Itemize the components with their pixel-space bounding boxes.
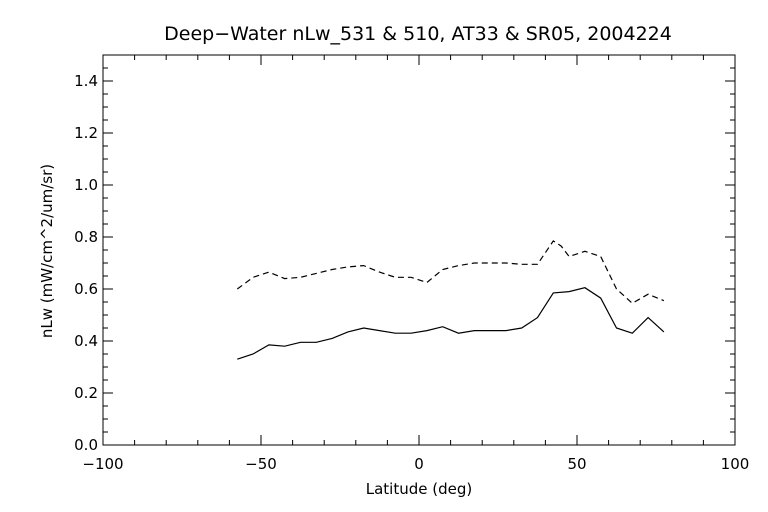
y-tick-label: 0.4 [74,332,98,350]
x-tick-label: 100 [721,455,750,473]
y-axis-label: nLw (mW/cm^2/um/sr) [38,164,56,338]
y-tick-label: 1.2 [74,124,98,142]
chart-title: Deep−Water nLw_531 & 510, AT33 & SR05, 2… [164,23,672,45]
data-series [236,240,665,360]
y-tick-label: 0.8 [74,228,98,246]
x-tick-label: −100 [82,455,123,473]
x-axis-label: Latitude (deg) [366,480,472,498]
y-tick-label: 0.2 [74,384,98,402]
y-tick-label: 0.0 [74,436,98,454]
y-tick-label: 1.4 [74,72,98,90]
axis-tick-labels: −100 −50 0 50 100 0.0 0.2 0.4 0.6 0.8 1.0 1.2 1.4 [74,72,749,473]
x-tick-label: 0 [414,455,424,473]
x-tick-label: 50 [567,455,586,473]
series-line-dashed [236,240,665,305]
x-tick-label: −50 [245,455,277,473]
y-tick-label: 1.0 [74,176,98,194]
series-line-solid [237,287,665,360]
y-tick-label: 0.6 [74,280,98,298]
axis-ticks [102,54,736,446]
